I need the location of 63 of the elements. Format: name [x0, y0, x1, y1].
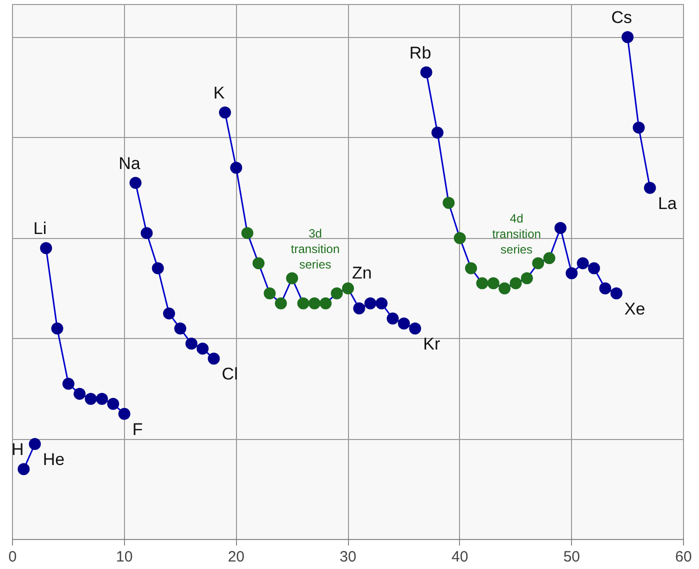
point — [28, 438, 41, 450]
point — [297, 297, 310, 310]
point — [208, 352, 220, 365]
x-tick-label: 30 — [340, 548, 356, 566]
annotation: Rb — [409, 43, 432, 62]
point — [62, 378, 74, 390]
point — [543, 252, 556, 264]
annotation: Na — [118, 154, 141, 173]
annotation: Li — [33, 219, 47, 238]
point — [476, 277, 488, 290]
point — [196, 342, 209, 355]
annotation: H — [12, 440, 24, 460]
point — [118, 408, 130, 420]
x-tick-label: 50 — [563, 548, 580, 566]
point — [264, 287, 276, 300]
point — [622, 31, 634, 44]
annotation: Xe — [624, 299, 646, 318]
point — [185, 338, 198, 350]
point — [152, 262, 164, 274]
point — [130, 176, 142, 189]
point — [96, 392, 108, 405]
annotation: Cl — [222, 364, 238, 384]
annotation: Kr — [423, 334, 440, 354]
point — [174, 322, 186, 335]
x-tick-label: 40 — [451, 548, 468, 566]
point — [342, 282, 354, 294]
x-tick-label: 0 — [8, 548, 17, 566]
x-tick-label: 60 — [675, 548, 692, 566]
point — [487, 277, 500, 290]
point — [74, 388, 86, 400]
point — [40, 242, 52, 254]
point — [241, 227, 254, 240]
point — [632, 122, 645, 134]
point — [163, 307, 176, 320]
annotation: F — [132, 420, 143, 439]
point — [320, 297, 332, 310]
point — [84, 392, 97, 405]
point — [140, 227, 153, 240]
point — [442, 196, 455, 209]
annotation: 4d transition series — [492, 212, 541, 256]
annotation: K — [213, 84, 226, 103]
point — [520, 272, 533, 284]
point — [644, 182, 656, 194]
point — [510, 277, 522, 290]
point — [454, 232, 466, 244]
point — [308, 297, 320, 310]
point — [252, 257, 265, 270]
point — [18, 463, 30, 476]
annotation: Zn — [352, 263, 372, 282]
x-tick-label: 10 — [116, 548, 133, 566]
annotation: La — [658, 194, 678, 213]
annotation: 3d transition series — [290, 226, 340, 272]
annotation: He — [42, 450, 65, 470]
x-tick-label: 20 — [228, 548, 245, 566]
point — [330, 287, 343, 300]
annotation: Cs — [611, 8, 632, 28]
point — [532, 257, 544, 270]
point — [51, 322, 64, 335]
point — [498, 282, 511, 294]
point — [465, 262, 478, 274]
point — [286, 272, 298, 284]
point — [274, 297, 287, 310]
point — [107, 398, 120, 410]
